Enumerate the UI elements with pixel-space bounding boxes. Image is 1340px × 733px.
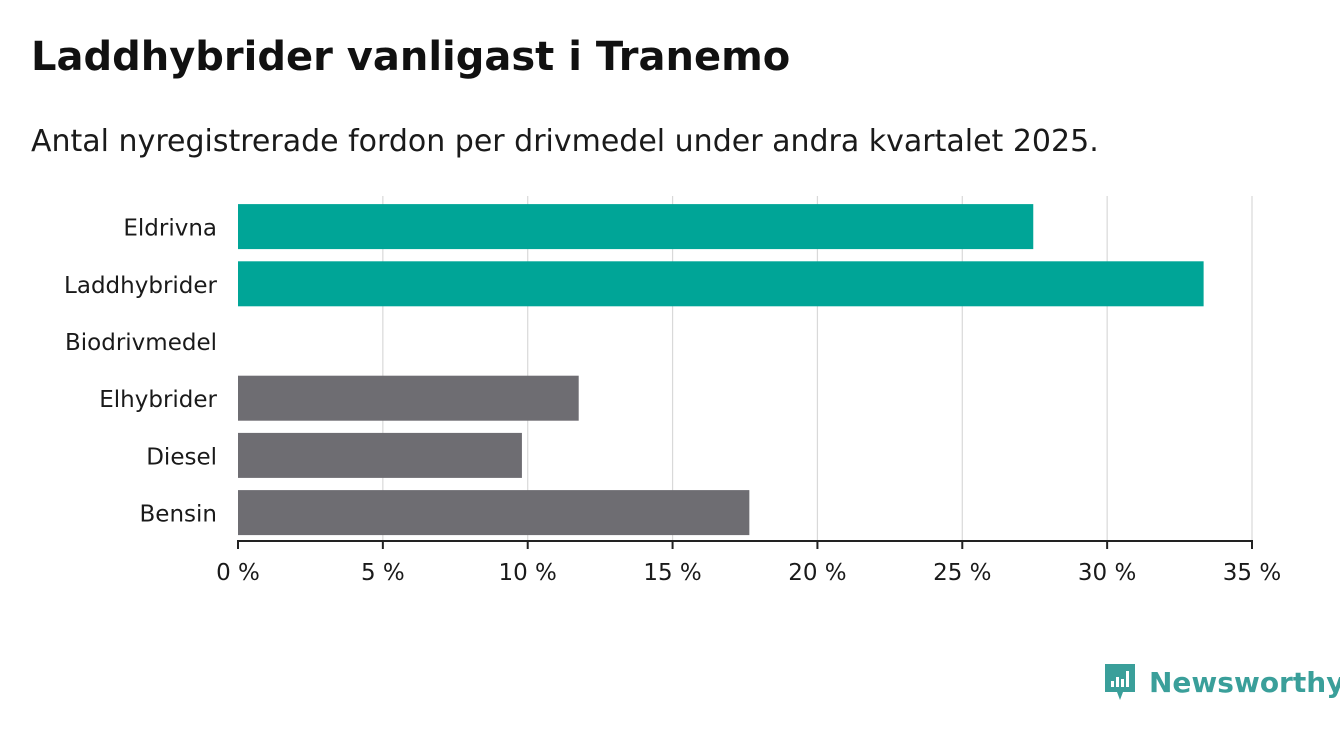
grid-lines <box>382 196 1253 541</box>
chart-title: Laddhybrider vanligast i Tranemo <box>31 34 791 80</box>
x-tick-label: 0 % <box>216 560 260 586</box>
x-tick-label: 15 % <box>643 560 701 586</box>
x-tick-label: 25 % <box>933 560 991 586</box>
category-label: Elhybrider <box>99 387 217 413</box>
x-tick-label: 10 % <box>498 560 556 586</box>
x-axis: 0 % 5 % 10 % 15 % 20 % 25 % 30 % 35 % <box>216 540 1281 586</box>
newsworthy-logo: Newsworthy <box>1103 662 1340 702</box>
bar-elhybrider <box>238 375 579 421</box>
category-labels: Eldrivna Laddhybrider Biodrivmedel Elhybrid… <box>64 216 217 528</box>
newsworthy-logo-icon <box>1105 664 1135 700</box>
bar-bensin <box>238 490 750 536</box>
bar-diesel <box>238 432 522 478</box>
bar-laddhybrider <box>238 261 1204 307</box>
category-label: Biodrivmedel <box>65 330 217 356</box>
category-label: Bensin <box>140 502 217 528</box>
bar-eldrivna <box>238 204 1034 250</box>
bars <box>238 204 1204 536</box>
x-tick-label: 5 % <box>361 560 405 586</box>
category-label: Laddhybrider <box>64 273 217 299</box>
category-label: Eldrivna <box>123 216 217 242</box>
x-tick-label: 20 % <box>788 560 846 586</box>
x-tick-label: 30 % <box>1078 560 1136 586</box>
brand-name: Newsworthy <box>1149 665 1340 699</box>
chart-subtitle: Antal nyregistrerade fordon per drivmede… <box>31 124 1099 159</box>
x-tick-label: 35 % <box>1223 560 1281 586</box>
category-label: Diesel <box>146 444 217 470</box>
